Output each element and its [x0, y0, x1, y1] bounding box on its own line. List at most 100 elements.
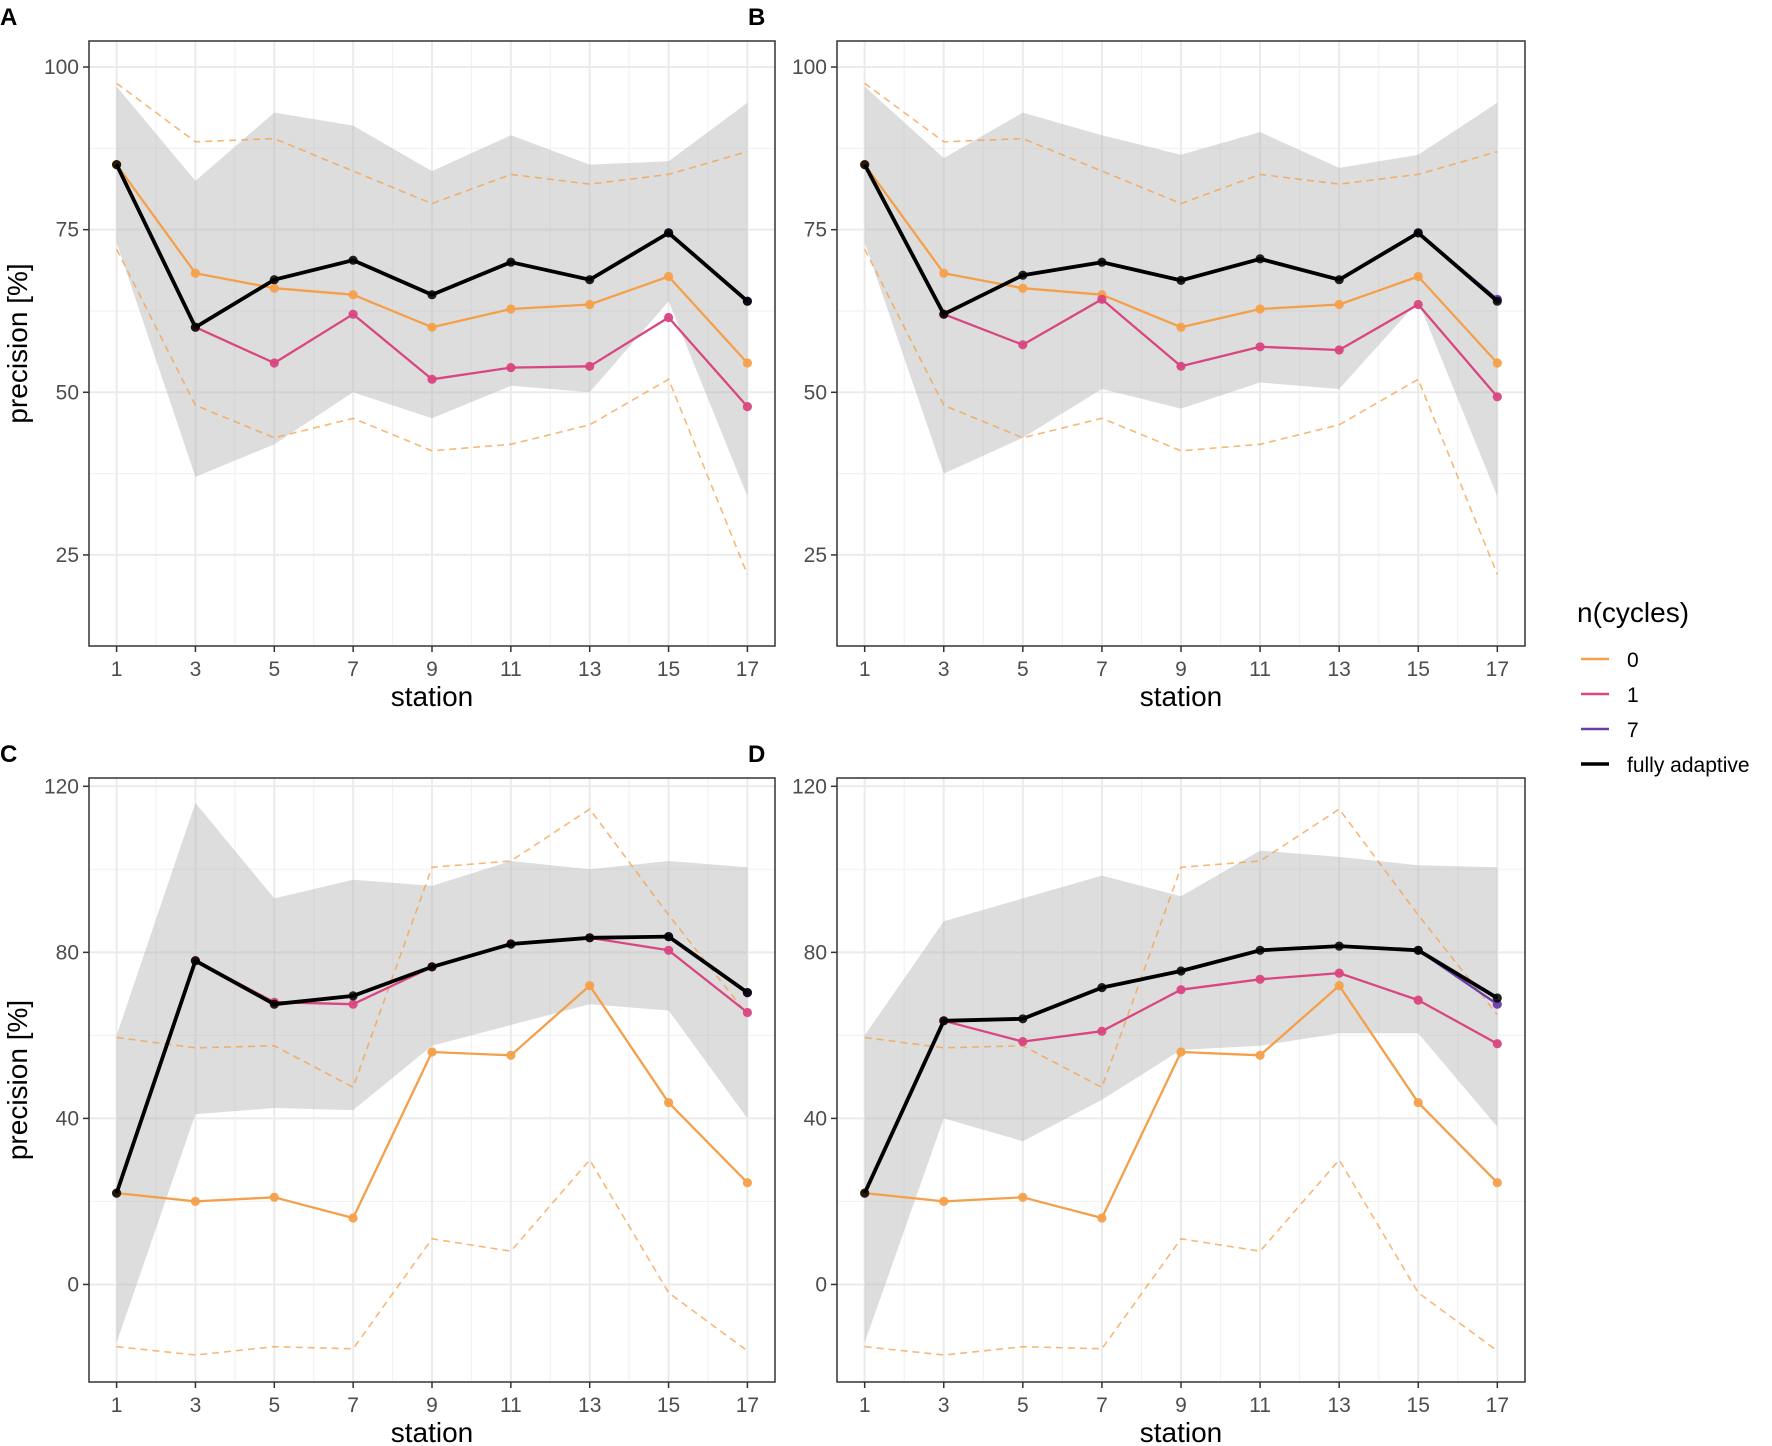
- data-point: [112, 160, 122, 170]
- x-axis-title: station: [391, 1417, 474, 1446]
- series-fully-adaptive: [860, 160, 1502, 319]
- data-point: [742, 988, 753, 998]
- legend-item: fully adaptive: [1581, 754, 1750, 777]
- data-point: [1255, 974, 1265, 984]
- x-tick-label: 7: [1096, 1394, 1108, 1417]
- data-point: [939, 309, 949, 319]
- y-tick-label: 75: [56, 219, 79, 242]
- x-tick-label: 1: [111, 1394, 123, 1417]
- data-point: [1413, 995, 1423, 1005]
- data-point: [742, 358, 753, 368]
- data-point: [1255, 304, 1265, 314]
- x-tick-label: 13: [578, 658, 601, 681]
- x-tick-label: 11: [500, 1394, 522, 1417]
- y-tick-label: 0: [815, 1273, 827, 1296]
- x-tick-label: 1: [859, 658, 871, 681]
- data-point: [1255, 945, 1265, 955]
- x-tick-label: 13: [578, 1394, 601, 1417]
- legend-item: 1: [1581, 684, 1639, 707]
- y-tick-label: 80: [804, 941, 827, 964]
- data-point: [585, 361, 595, 371]
- x-tick-label: 17: [736, 658, 759, 681]
- data-point: [506, 1050, 516, 1060]
- data-point: [664, 932, 674, 942]
- series-fully-adaptive: [112, 160, 753, 332]
- series-line: [943, 971, 1498, 1045]
- data-point: [1492, 993, 1502, 1003]
- x-tick-label: 17: [736, 1394, 759, 1417]
- x-tick-label: 5: [1017, 658, 1029, 681]
- data-point: [506, 939, 516, 949]
- data-point: [269, 358, 279, 368]
- data-point: [585, 299, 595, 310]
- data-point: [269, 1192, 279, 1202]
- x-tick-label: 7: [1096, 658, 1108, 681]
- x-tick-label: 13: [1327, 658, 1350, 681]
- data-point: [1334, 299, 1344, 310]
- data-point: [742, 1007, 753, 1018]
- series-1: [939, 968, 1502, 1049]
- data-point: [664, 312, 674, 323]
- data-point: [506, 304, 516, 314]
- data-point: [506, 257, 516, 267]
- y-tick-label: 50: [804, 381, 827, 404]
- x-tick-label: 1: [859, 1394, 871, 1417]
- panel-letter-c: C: [0, 741, 17, 768]
- data-point: [742, 1178, 753, 1188]
- legend-label: fully adaptive: [1627, 754, 1750, 777]
- data-point: [1334, 968, 1344, 978]
- data-point: [585, 275, 595, 285]
- y-axis-title: precision [%]: [2, 1000, 33, 1160]
- panel-letter-a: A: [0, 4, 17, 31]
- data-point: [1018, 270, 1028, 280]
- x-tick-label: 15: [1407, 658, 1430, 681]
- x-tick-label: 7: [347, 658, 359, 681]
- data-point: [1334, 345, 1344, 355]
- data-point: [348, 991, 358, 1001]
- data-point: [939, 1196, 949, 1206]
- data-point: [742, 402, 753, 412]
- x-tick-label: 9: [426, 658, 438, 681]
- data-point: [664, 1098, 674, 1108]
- data-point: [1176, 361, 1186, 371]
- y-tick-label: 40: [804, 1107, 827, 1130]
- x-tick-label: 15: [1407, 1394, 1430, 1417]
- series-line: [194, 313, 749, 408]
- y-tick-label: 50: [56, 381, 79, 404]
- data-point: [664, 271, 674, 282]
- x-tick-label: 3: [938, 658, 950, 681]
- legend-label: 0: [1627, 649, 1639, 672]
- data-point: [348, 290, 358, 300]
- data-point: [506, 363, 516, 373]
- data-point: [190, 1196, 200, 1206]
- x-tick-label: 11: [500, 658, 522, 681]
- data-point: [1492, 1178, 1502, 1188]
- data-point: [1413, 1098, 1423, 1108]
- data-point: [427, 1047, 437, 1057]
- y-tick-label: 25: [804, 544, 827, 567]
- data-point: [1097, 1213, 1107, 1223]
- data-point: [1097, 1026, 1107, 1036]
- data-point: [1334, 275, 1344, 285]
- data-point: [1018, 283, 1028, 293]
- dashed-upper-line: [864, 808, 1498, 1089]
- series-0: [112, 981, 753, 1223]
- data-point: [1492, 392, 1502, 402]
- data-point: [1097, 983, 1107, 993]
- data-point: [1492, 358, 1502, 368]
- x-tick-label: 15: [657, 658, 680, 681]
- dashed-upper-line: [116, 82, 748, 205]
- legend-label: 1: [1627, 684, 1639, 707]
- legend: n(cycles) 0 1 7 fully adaptive: [1577, 597, 1750, 777]
- data-point: [190, 322, 200, 332]
- data-point: [1413, 299, 1423, 310]
- series-1: [939, 294, 1502, 402]
- data-point: [1413, 271, 1423, 282]
- data-point: [269, 275, 279, 285]
- data-point: [860, 160, 870, 170]
- y-tick-label: 120: [44, 775, 79, 798]
- data-point: [1018, 1037, 1028, 1047]
- data-point: [1176, 322, 1186, 332]
